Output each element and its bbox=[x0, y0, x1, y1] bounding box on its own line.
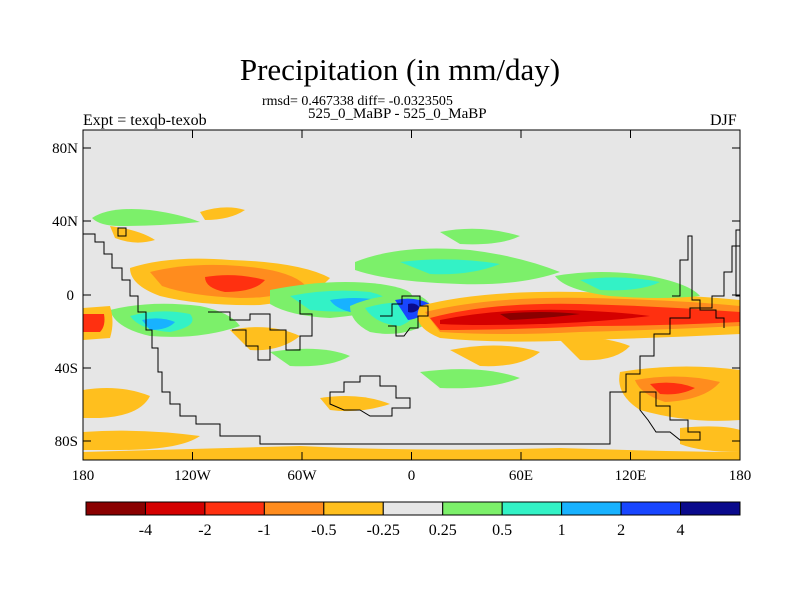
x-tick-label: 120W bbox=[174, 468, 212, 484]
colorbar-label: 2 bbox=[617, 522, 625, 539]
coast-atl-island bbox=[329, 375, 411, 417]
experiment-label: Expt = texqb-texob bbox=[83, 112, 207, 129]
coast-pacific-land bbox=[208, 300, 313, 351]
case-label: 525_0_MaBP - 525_0_MaBP bbox=[308, 106, 487, 122]
y-tick-label: 40N bbox=[52, 214, 78, 230]
colorbar-label: -2 bbox=[198, 522, 211, 539]
colorbar-label: -0.5 bbox=[311, 522, 336, 539]
shade-wpac-blue bbox=[142, 318, 175, 330]
x-axis-ticks bbox=[82, 130, 741, 460]
colorbar-swatch bbox=[501, 501, 563, 516]
x-tick-label: 180 bbox=[729, 468, 752, 484]
shade-sh-yellow1 bbox=[230, 327, 300, 351]
coast-npac-island bbox=[117, 227, 127, 237]
season-label: DJF bbox=[710, 112, 737, 129]
colorbar-swatch bbox=[204, 501, 265, 516]
colorbar-label: -1 bbox=[258, 522, 271, 539]
coastlines bbox=[83, 227, 740, 445]
shade-sea-cyan bbox=[580, 277, 660, 291]
colorbar-swatch bbox=[382, 501, 444, 516]
y-axis-ticks bbox=[83, 147, 740, 442]
x-tick-label: 0 bbox=[408, 468, 416, 484]
shade-sh-yellow3 bbox=[560, 338, 630, 361]
x-tick-label: 180 bbox=[72, 468, 95, 484]
shade-sh-yellow2 bbox=[450, 345, 540, 367]
stats-label: rmsd= 0.467338 diff= -0.0323505 bbox=[262, 94, 453, 109]
coast-central-block bbox=[232, 329, 271, 361]
shade-so-yellow2 bbox=[83, 430, 200, 450]
shade-natl-cyan bbox=[400, 259, 500, 275]
colorbar-label: -4 bbox=[139, 522, 152, 539]
shade-africa-darkblue bbox=[408, 303, 420, 313]
shade-aus-red bbox=[650, 382, 695, 395]
colorbar-label: 0.5 bbox=[492, 522, 512, 539]
coast-africa-west bbox=[380, 295, 429, 337]
shade-epac-red bbox=[83, 314, 105, 332]
colorbar-swatch bbox=[323, 501, 384, 516]
colorbar-label: 1 bbox=[558, 522, 566, 539]
coast-east-arc bbox=[672, 235, 725, 328]
shade-sh-green2 bbox=[420, 369, 520, 389]
shade-npac-yellow2 bbox=[200, 207, 245, 220]
coast-ne-island bbox=[639, 391, 701, 441]
shade-io-core bbox=[500, 312, 580, 320]
y-tick-label: 0 bbox=[67, 288, 75, 304]
colorbar-swatch bbox=[620, 501, 682, 516]
coast-east-right bbox=[735, 229, 740, 297]
shade-pac-red-core bbox=[205, 275, 265, 292]
colorbar-swatch bbox=[680, 501, 741, 516]
colorbar-swatch bbox=[85, 501, 146, 516]
shade-npac-yellow bbox=[110, 226, 155, 243]
shade-npac-green bbox=[92, 209, 200, 226]
colorbar-swatch bbox=[442, 501, 503, 516]
colorbar-label: 0.25 bbox=[429, 522, 457, 539]
colorbar-swatch bbox=[263, 501, 325, 516]
colorbar-label: -0.25 bbox=[367, 522, 400, 539]
shade-so-yellow1 bbox=[83, 388, 150, 418]
x-tick-label: 120E bbox=[615, 468, 647, 484]
shade-natl-green2 bbox=[440, 228, 520, 245]
y-tick-label: 40S bbox=[55, 361, 78, 377]
colorbar-swatch bbox=[561, 501, 622, 516]
colorbar-swatch bbox=[144, 501, 206, 516]
colorbar: -4 -2 -1 -0.5 -0.25 0.25 0.5 1 2 4 bbox=[85, 501, 741, 539]
coast-west-landmass bbox=[83, 233, 740, 445]
y-tick-label: 80S bbox=[55, 434, 78, 450]
shade-so-yellow3 bbox=[680, 426, 740, 452]
colorbar-label: 4 bbox=[677, 522, 685, 539]
map-title: Precipitation (in mm/day) bbox=[239, 52, 561, 87]
shade-sh-green1 bbox=[270, 348, 350, 367]
x-tick-label: 60W bbox=[287, 468, 317, 484]
y-tick-label: 80N bbox=[52, 141, 78, 157]
x-tick-label: 60E bbox=[509, 468, 533, 484]
